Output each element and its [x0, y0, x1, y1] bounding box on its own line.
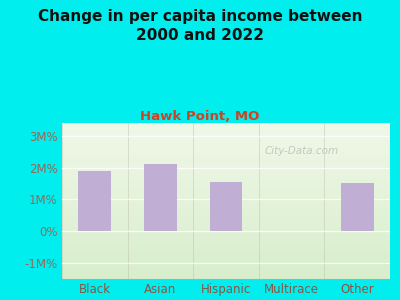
Bar: [341, 184, 374, 231]
Bar: [78, 171, 111, 231]
Text: Hawk Point, MO: Hawk Point, MO: [140, 110, 260, 122]
Text: City-Data.com: City-Data.com: [264, 146, 338, 156]
Text: Change in per capita income between
2000 and 2022: Change in per capita income between 2000…: [38, 9, 362, 43]
Bar: [144, 164, 177, 231]
Bar: [210, 182, 242, 231]
